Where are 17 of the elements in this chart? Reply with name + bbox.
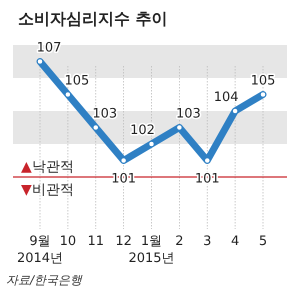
x-tick-label: 12: [115, 234, 132, 249]
text: 자료/한국은행: [6, 273, 84, 287]
data-label: 102: [130, 123, 155, 138]
data-label: 103: [176, 106, 201, 122]
ref-line-label: ▲낙관적 ▼비관적: [21, 159, 74, 198]
data-label: 105: [250, 74, 276, 88]
x-tick-label: 2: [175, 234, 184, 249]
x-tick-label: 10: [60, 234, 76, 249]
x-tick-label: 5: [258, 234, 268, 249]
data-label: 105: [64, 74, 90, 88]
data-label: 104: [214, 90, 239, 105]
x-tick-label: 11: [87, 234, 104, 249]
data-label: 103: [92, 106, 118, 122]
chart-title: 소비자심리지수 추이: [18, 9, 168, 28]
data-label: 107: [36, 40, 62, 56]
x-tick-label: 4: [230, 234, 240, 249]
x-tick-label: 3: [203, 234, 212, 249]
